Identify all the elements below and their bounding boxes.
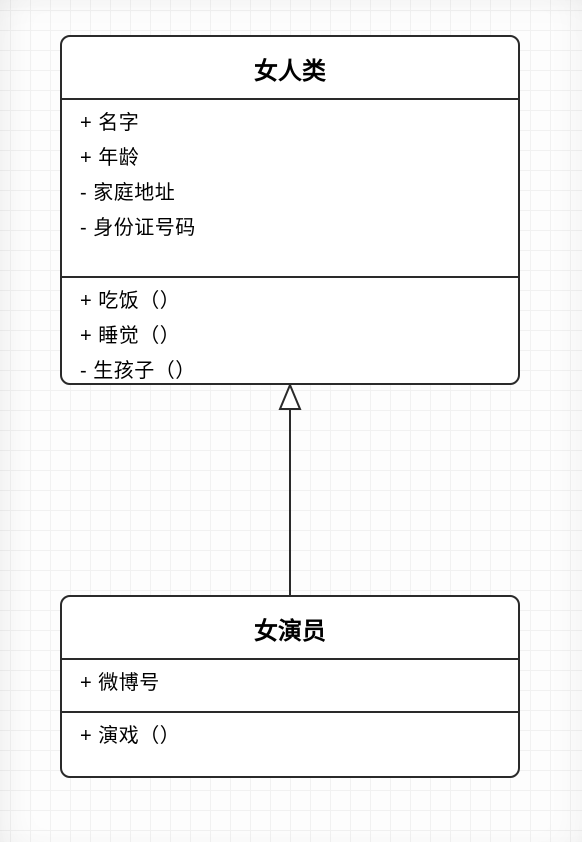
attributes-section-parent: + 名字+ 年龄- 家庭地址- 身份证号码 bbox=[62, 100, 518, 278]
class-title-child: 女演员 bbox=[62, 597, 518, 660]
class-box-child[interactable]: 女演员 + 微博号 + 演戏（） bbox=[60, 595, 520, 778]
method-row: - 生孩子（） bbox=[62, 354, 518, 385]
class-box-parent[interactable]: 女人类 + 名字+ 年龄- 家庭地址- 身份证号码 + 吃饭（）+ 睡觉（）- … bbox=[60, 35, 520, 385]
attribute-row: + 年龄 bbox=[62, 141, 518, 176]
attributes-section-child: + 微博号 bbox=[62, 660, 518, 713]
diagram-canvas: 女人类 + 名字+ 年龄- 家庭地址- 身份证号码 + 吃饭（）+ 睡觉（）- … bbox=[0, 0, 582, 842]
method-row: + 演戏（） bbox=[62, 719, 518, 754]
attribute-row: - 身份证号码 bbox=[62, 211, 518, 246]
class-title-parent: 女人类 bbox=[62, 37, 518, 100]
attribute-row: + 微博号 bbox=[62, 666, 518, 701]
attribute-row: - 家庭地址 bbox=[62, 176, 518, 211]
methods-section-child: + 演戏（） bbox=[62, 713, 518, 764]
inheritance-connector bbox=[270, 383, 310, 597]
attribute-row: + 名字 bbox=[62, 106, 518, 141]
method-row: + 睡觉（） bbox=[62, 319, 518, 354]
methods-section-parent: + 吃饭（）+ 睡觉（）- 生孩子（）- 做家务（） bbox=[62, 278, 518, 385]
method-row: + 吃饭（） bbox=[62, 284, 518, 319]
